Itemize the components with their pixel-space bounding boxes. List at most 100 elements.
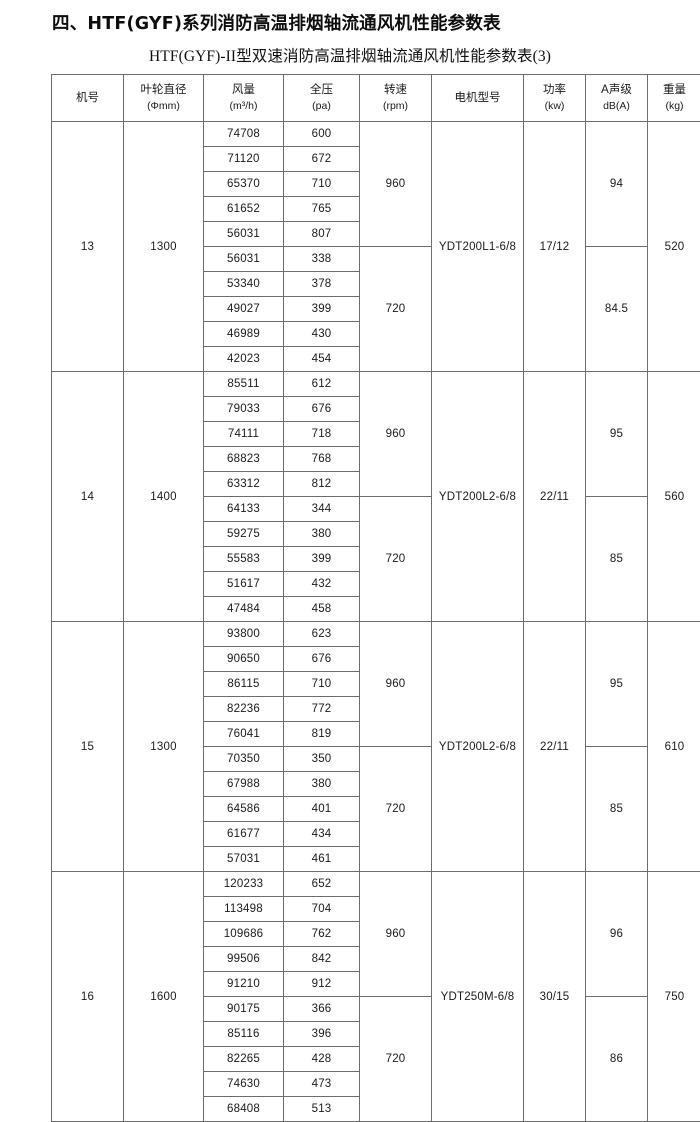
- cell-pressure: 350: [284, 747, 360, 772]
- cell-impeller-diameter: 1400: [124, 372, 204, 622]
- cell-pressure: 768: [284, 447, 360, 472]
- cell-speed: 960: [360, 122, 432, 247]
- cell-speed: 960: [360, 622, 432, 747]
- cell-motor-model: YDT200L2-6/8: [432, 622, 524, 872]
- column-header-unit: (kg): [648, 99, 700, 113]
- cell-power: 22/11: [524, 372, 586, 622]
- cell-pressure: 812: [284, 472, 360, 497]
- cell-machine-no: 16: [52, 872, 124, 1122]
- column-header-unit: (kw): [524, 99, 585, 113]
- cell-flow: 79033: [204, 397, 284, 422]
- cell-flow: 68408: [204, 1097, 284, 1122]
- cell-pressure: 600: [284, 122, 360, 147]
- cell-impeller-diameter: 1600: [124, 872, 204, 1122]
- cell-noise: 84.5: [586, 247, 648, 372]
- cell-flow: 82265: [204, 1047, 284, 1072]
- cell-flow: 51617: [204, 572, 284, 597]
- cell-flow: 57031: [204, 847, 284, 872]
- cell-pressure: 434: [284, 822, 360, 847]
- cell-pressure: 672: [284, 147, 360, 172]
- cell-pressure: 473: [284, 1072, 360, 1097]
- column-header-label: 电机型号: [432, 75, 523, 121]
- column-header-speed: 转速(rpm): [360, 75, 432, 122]
- cell-noise: 95: [586, 622, 648, 747]
- table-caption: HTF(GYF)-II型双速消防高温排烟轴流通风机性能参数表(3): [0, 36, 700, 67]
- cell-pressure: 676: [284, 397, 360, 422]
- column-header-unit: (m³/h): [204, 99, 283, 113]
- cell-speed: 720: [360, 997, 432, 1122]
- column-header-flow: 风量(m³/h): [204, 75, 284, 122]
- cell-pressure: 710: [284, 172, 360, 197]
- cell-pressure: 430: [284, 322, 360, 347]
- fan-performance-table: 机号叶轮直径(Φmm)风量(m³/h)全压(pa)转速(rpm)电机型号功率(k…: [51, 74, 700, 1122]
- cell-pressure: 399: [284, 297, 360, 322]
- cell-motor-model: YDT200L1-6/8: [432, 122, 524, 372]
- cell-noise: 96: [586, 872, 648, 997]
- cell-flow: 61677: [204, 822, 284, 847]
- cell-flow: 74111: [204, 422, 284, 447]
- cell-pressure: 612: [284, 372, 360, 397]
- cell-power: 30/15: [524, 872, 586, 1122]
- cell-pressure: 428: [284, 1047, 360, 1072]
- cell-flow: 47484: [204, 597, 284, 622]
- column-header-impeller: 叶轮直径(Φmm): [124, 75, 204, 122]
- cell-pressure: 623: [284, 622, 360, 647]
- cell-impeller-diameter: 1300: [124, 122, 204, 372]
- cell-flow: 61652: [204, 197, 284, 222]
- cell-pressure: 772: [284, 697, 360, 722]
- cell-flow: 56031: [204, 247, 284, 272]
- cell-pressure: 380: [284, 522, 360, 547]
- cell-flow: 70350: [204, 747, 284, 772]
- cell-machine-no: 15: [52, 622, 124, 872]
- cell-weight: 610: [648, 622, 700, 872]
- cell-pressure: 842: [284, 947, 360, 972]
- cell-flow: 64586: [204, 797, 284, 822]
- cell-pressure: 366: [284, 997, 360, 1022]
- column-header-unit: (rpm): [360, 99, 431, 113]
- cell-pressure: 454: [284, 347, 360, 372]
- cell-flow: 120233: [204, 872, 284, 897]
- cell-pressure: 762: [284, 922, 360, 947]
- cell-flow: 59275: [204, 522, 284, 547]
- cell-pressure: 807: [284, 222, 360, 247]
- column-header-pressure: 全压(pa): [284, 75, 360, 122]
- cell-power: 22/11: [524, 622, 586, 872]
- spec-table-container: 机号叶轮直径(Φmm)风量(m³/h)全压(pa)转速(rpm)电机型号功率(k…: [51, 74, 669, 1122]
- cell-pressure: 710: [284, 672, 360, 697]
- table-header: 机号叶轮直径(Φmm)风量(m³/h)全压(pa)转速(rpm)电机型号功率(k…: [52, 75, 700, 122]
- cell-flow: 71120: [204, 147, 284, 172]
- cell-pressure: 765: [284, 197, 360, 222]
- cell-flow: 42023: [204, 347, 284, 372]
- cell-flow: 113498: [204, 897, 284, 922]
- cell-pressure: 461: [284, 847, 360, 872]
- cell-speed: 960: [360, 372, 432, 497]
- cell-pressure: 652: [284, 872, 360, 897]
- cell-flow: 85116: [204, 1022, 284, 1047]
- cell-pressure: 432: [284, 572, 360, 597]
- cell-pressure: 819: [284, 722, 360, 747]
- cell-flow: 93800: [204, 622, 284, 647]
- cell-flow: 76041: [204, 722, 284, 747]
- cell-flow: 53340: [204, 272, 284, 297]
- cell-motor-model: YDT250M-6/8: [432, 872, 524, 1122]
- column-header-label: 叶轮直径: [124, 83, 203, 99]
- cell-flow: 46989: [204, 322, 284, 347]
- cell-noise: 94: [586, 122, 648, 247]
- cell-pressure: 344: [284, 497, 360, 522]
- cell-flow: 90650: [204, 647, 284, 672]
- cell-noise: 95: [586, 372, 648, 497]
- cell-impeller-diameter: 1300: [124, 622, 204, 872]
- cell-noise: 85: [586, 497, 648, 622]
- cell-pressure: 338: [284, 247, 360, 272]
- column-header-unit: (Φmm): [124, 99, 203, 113]
- cell-flow: 74708: [204, 122, 284, 147]
- cell-flow: 82236: [204, 697, 284, 722]
- cell-motor-model: YDT200L2-6/8: [432, 372, 524, 622]
- cell-flow: 90175: [204, 997, 284, 1022]
- cell-flow: 65370: [204, 172, 284, 197]
- cell-flow: 91210: [204, 972, 284, 997]
